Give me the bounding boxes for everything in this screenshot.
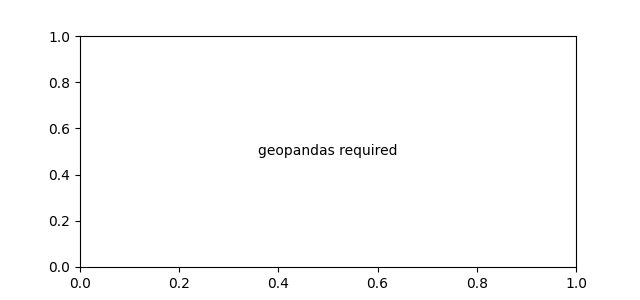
Text: geopandas required: geopandas required [259,145,397,158]
